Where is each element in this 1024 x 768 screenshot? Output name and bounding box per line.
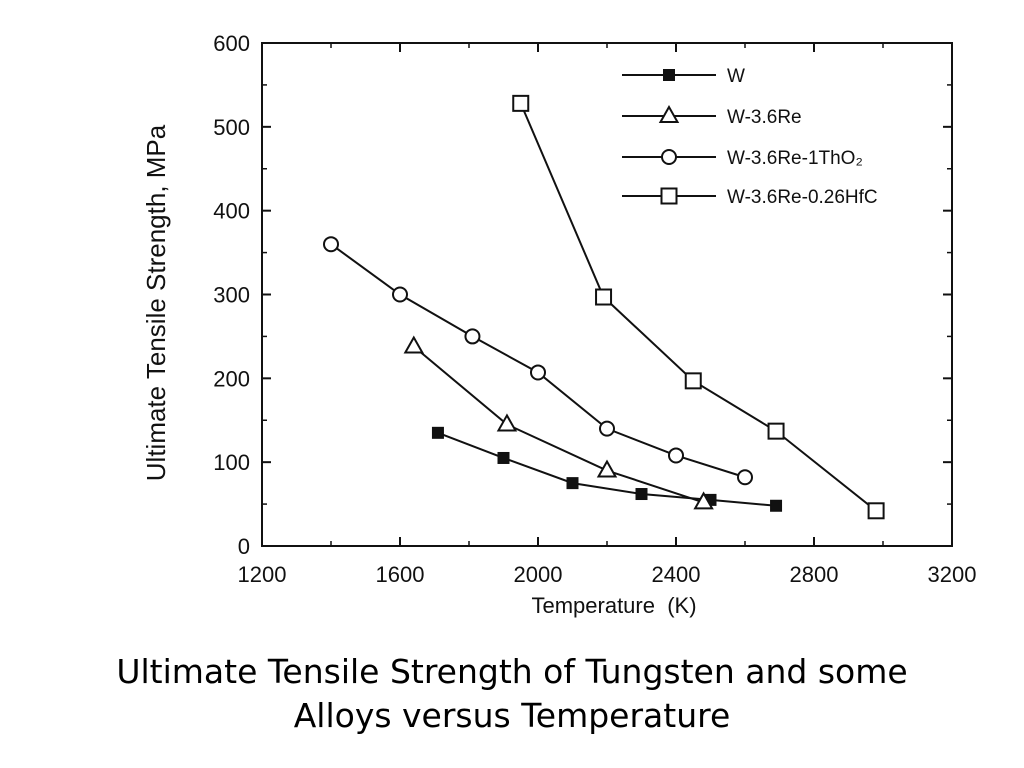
legend: W W-3.6Re W-3.6Re-1ThO₂ W-3.6Re-0.26HfC	[622, 66, 878, 208]
data-point	[684, 372, 702, 390]
y-tick-label: 400	[213, 199, 250, 224]
data-point	[496, 413, 518, 432]
series-2	[403, 335, 714, 510]
legend-label: W-3.6Re-0.26HfC	[727, 187, 878, 208]
legend-label: W-3.6Re-1ThO₂	[727, 148, 863, 169]
data-point	[767, 422, 785, 440]
y-axis-label: Ultimate Tensile Strength, MPa	[141, 124, 171, 481]
y-tick-label: 600	[213, 31, 250, 56]
x-tick-label: 1600	[376, 562, 425, 587]
data-point	[770, 499, 783, 512]
x-tick-label: 2000	[514, 562, 563, 587]
legend-marker	[663, 69, 675, 81]
legend-marker	[661, 149, 677, 165]
axis-ticks: 1200 1600 2000 2400 2800 3200 0 100 200 300 400 500…	[213, 31, 976, 587]
data-point	[323, 236, 339, 253]
legend-label: W	[727, 66, 745, 87]
legend-entry: W-3.6Re-0.26HfC	[622, 187, 878, 208]
plot-frame	[261, 42, 953, 547]
y-tick-label: 200	[213, 366, 250, 391]
y-tick-label: 100	[213, 450, 250, 475]
caption-line-2: Alloys versus Temperature	[293, 696, 731, 735]
data-point	[599, 420, 615, 437]
series-1	[431, 426, 783, 512]
legend-marker	[658, 104, 680, 123]
x-tick-label: 3200	[928, 562, 977, 587]
figure-caption: Ultimate Tensile Strength of Tungsten an…	[0, 650, 1024, 738]
series-4	[512, 94, 885, 520]
data-point	[693, 491, 714, 510]
data-point	[392, 286, 408, 303]
x-tick-label: 2400	[652, 562, 701, 587]
tensile-strength-chart: 1200 1600 2000 2400 2800 3200 0 100 200 300 400 500…	[141, 31, 976, 618]
x-tick-label: 2800	[790, 562, 839, 587]
legend-marker	[660, 187, 678, 205]
data-point	[668, 447, 684, 464]
series-layer	[323, 94, 885, 520]
y-tick-label: 0	[238, 534, 250, 559]
data-point	[530, 364, 546, 381]
data-point	[595, 288, 613, 306]
data-point	[464, 328, 481, 345]
series-3	[323, 236, 753, 486]
legend-label: W-3.6Re	[727, 107, 802, 128]
data-point	[737, 469, 753, 486]
data-point	[596, 459, 618, 478]
y-tick-label: 300	[213, 283, 250, 308]
data-point	[512, 94, 530, 112]
legend-entry: W-3.6Re	[622, 104, 802, 128]
x-axis-label: Temperature (K)	[531, 593, 696, 618]
data-point	[431, 426, 444, 439]
legend-entry: W	[622, 66, 745, 87]
series-line	[330, 243, 746, 479]
y-tick-label: 500	[213, 115, 250, 140]
data-point	[497, 451, 510, 464]
data-point	[867, 502, 885, 520]
caption-line-1: Ultimate Tensile Strength of Tungsten an…	[116, 652, 908, 691]
data-point	[635, 488, 648, 501]
x-tick-label: 1200	[238, 562, 287, 587]
data-point	[566, 477, 579, 490]
legend-entry: W-3.6Re-1ThO₂	[622, 148, 863, 169]
data-point	[403, 335, 425, 354]
series-line	[413, 345, 704, 504]
series-line	[437, 431, 777, 507]
